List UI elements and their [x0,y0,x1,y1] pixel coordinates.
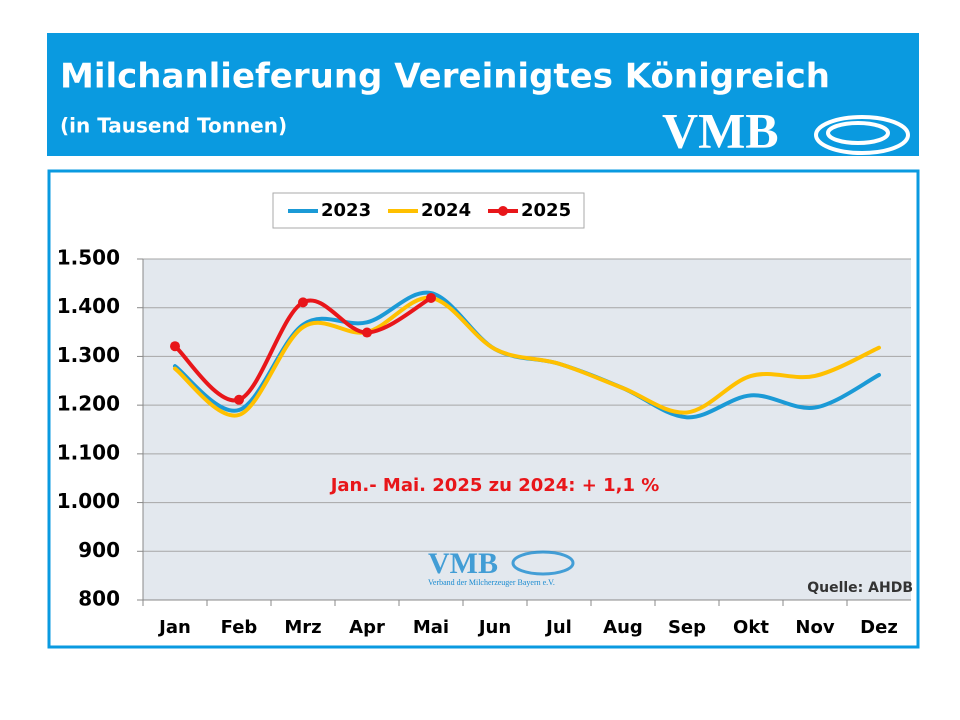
y-tick-label: 1.100 [57,440,120,464]
chart-subtitle: (in Tausend Tonnen) [60,114,287,138]
x-tick-label: Sep [668,617,706,638]
x-tick-label: Mai [413,617,449,638]
watermark-subtitle: Verband der Milcherzeuger Bayern e.V. [428,578,555,587]
x-tick-label: Dez [860,617,898,638]
x-tick-label: Okt [733,617,769,638]
x-tick-label: Apr [349,617,385,638]
x-tick-label: Jun [477,617,511,638]
point [170,341,180,352]
legend-marker [498,206,508,216]
logo: VMB [662,102,779,158]
legend-label: 2024 [421,200,471,221]
point [426,292,436,303]
chart-title: Milchanlieferung Vereinigtes Königreich [60,57,830,97]
logo-swirl [814,115,910,155]
header [47,33,919,156]
x-tick-label: Jan [157,617,191,638]
point [234,394,244,405]
x-tick-label: Nov [795,617,834,638]
source: Quelle: AHDB [807,580,913,596]
y-tick-label: 1.400 [57,294,120,318]
x-tick-label: Mrz [284,617,321,638]
x-tick-label: Aug [603,617,643,638]
y-tick-label: 1.500 [57,246,120,270]
x-tick-label: Feb [221,617,258,638]
series-line [173,295,881,418]
x-tick-label: Jul [544,617,572,638]
plot-area [143,259,911,600]
y-tick-label: 900 [78,538,120,562]
legend-label: 2023 [321,200,371,221]
watermark-logo: VMB [428,547,498,580]
point [362,327,372,338]
y-tick-label: 800 [78,587,120,611]
y-tick-label: 1.200 [57,392,120,416]
legend-label: 2025 [521,200,571,221]
y-tick-label: 1.300 [57,343,120,367]
y-tick-label: 1.000 [57,489,120,513]
legend [272,192,585,229]
point [298,297,308,308]
watermark-swirl [511,550,575,576]
annotation: Jan.- Mai. 2025 zu 2024: + 1,1 % [329,475,660,496]
